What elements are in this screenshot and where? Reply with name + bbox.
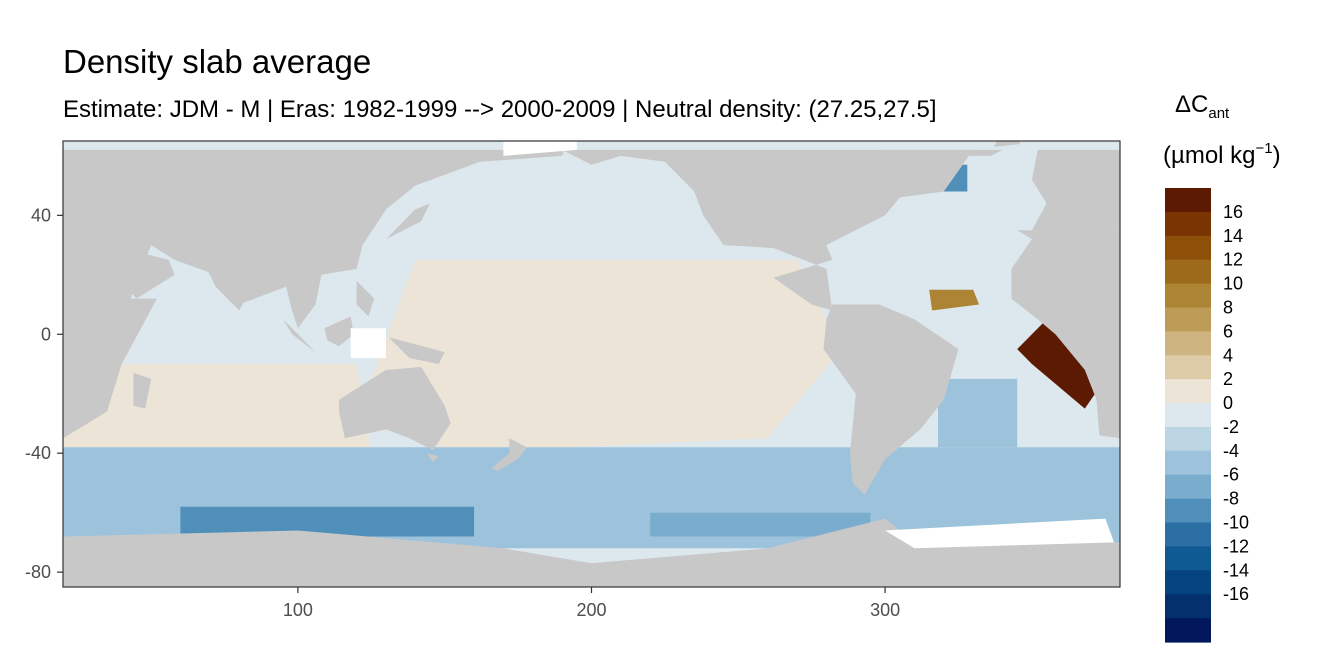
nodata-antarctic-shelf — [885, 518, 1115, 549]
legend-label: 2 — [1223, 369, 1233, 389]
legend-swatch — [1165, 307, 1211, 332]
land-antarctica — [63, 518, 1120, 587]
legend-label: 8 — [1223, 298, 1233, 318]
land-uk — [1040, 161, 1056, 186]
region-tropical-pacific — [371, 259, 842, 454]
y-axis: 40 0 -40 -80 — [25, 205, 63, 582]
land-south-america — [823, 304, 959, 495]
legend-swatch — [1165, 594, 1211, 619]
y-tick-label: 40 — [31, 205, 51, 225]
nodata-bering — [503, 141, 577, 156]
legend-swatch — [1165, 403, 1211, 428]
chart-subtitle: Estimate: JDM - M | Eras: 1982-1999 --> … — [63, 96, 937, 123]
x-tick-label: 200 — [576, 600, 606, 620]
legend-label: -2 — [1223, 417, 1239, 437]
legend-label: 16 — [1223, 202, 1243, 222]
legend-label: -8 — [1223, 489, 1239, 509]
land-new-zealand — [491, 438, 527, 471]
legend-units: (µmol kg−1) — [1163, 140, 1281, 169]
region-pacific-sector-southern-ocean — [650, 512, 871, 537]
legend-label: 12 — [1223, 250, 1243, 270]
nodata-indonesia — [350, 328, 386, 359]
land-philippines — [356, 280, 375, 317]
legend-swatch — [1165, 522, 1211, 548]
legend-swatch — [1165, 618, 1211, 643]
land-north-america — [562, 149, 974, 311]
legend-swatch — [1165, 426, 1211, 452]
legend-label: -4 — [1223, 441, 1239, 461]
legend-label: -16 — [1223, 584, 1249, 604]
legend-swatch — [1165, 235, 1211, 261]
land-madagascar — [133, 372, 152, 409]
land-new-guinea — [388, 337, 445, 364]
land-greenland — [885, 149, 1003, 156]
y-tick-label: -40 — [25, 443, 51, 463]
legend-swatch — [1165, 450, 1211, 476]
region-north-pacific — [356, 155, 724, 275]
land-australia — [339, 367, 451, 451]
legend-label: 6 — [1223, 321, 1233, 341]
land-africa — [63, 230, 157, 439]
land-africa-east — [1011, 230, 1120, 439]
legend-swatch — [1165, 331, 1211, 356]
legend-label: -10 — [1223, 513, 1249, 533]
legend-swatch — [1165, 570, 1211, 595]
x-tick-label: 300 — [870, 600, 900, 620]
y-tick-label: 0 — [41, 324, 51, 344]
legend-title-sub: ant — [1208, 105, 1230, 122]
land-se-asia — [286, 274, 322, 329]
legend-units-exp: −1 — [1256, 140, 1273, 157]
x-tick-label: 100 — [283, 600, 313, 620]
legend-label: 10 — [1223, 274, 1243, 294]
land-iceland — [993, 141, 1021, 147]
x-axis: 100 200 300 — [283, 587, 900, 620]
region-mid-latitude-north-atlantic — [929, 289, 980, 311]
region-antarctic-margin-indian — [180, 506, 475, 537]
legend-swatch — [1165, 379, 1211, 404]
legend-swatch — [1165, 259, 1211, 285]
legend: ΔCant (µmol kg−1) 16 14 12 10 8 6 4 2 0 -2 -4 -6 -8 -… — [1163, 91, 1281, 643]
legend-swatch — [1165, 546, 1211, 571]
legend-label: -12 — [1223, 536, 1249, 556]
land-sumatra — [283, 319, 316, 353]
land-asia — [63, 141, 568, 317]
legend-swatch — [1165, 355, 1211, 380]
map-panel — [63, 141, 1120, 587]
land-europe — [1031, 149, 1120, 231]
legend-swatch — [1165, 283, 1211, 309]
land-borneo — [324, 316, 354, 347]
land-tasmania — [427, 453, 439, 463]
legend-label: -6 — [1223, 465, 1239, 485]
legend-swatch — [1165, 211, 1211, 237]
chart-title: Density slab average — [63, 43, 371, 80]
region-atlantic-south-west — [938, 378, 1018, 448]
legend-label: 0 — [1223, 393, 1233, 413]
legend-swatch — [1165, 498, 1211, 524]
land-arabia — [110, 245, 175, 299]
legend-label: 4 — [1223, 345, 1233, 365]
legend-label: -14 — [1223, 560, 1249, 580]
y-tick-label: -80 — [25, 562, 51, 582]
land-india — [203, 262, 263, 311]
land-japan — [386, 203, 430, 240]
legend-label: 14 — [1223, 226, 1243, 246]
legend-swatch — [1165, 474, 1211, 500]
legend-title-main: ΔCant — [1175, 91, 1230, 122]
legend-swatch — [1165, 188, 1211, 213]
